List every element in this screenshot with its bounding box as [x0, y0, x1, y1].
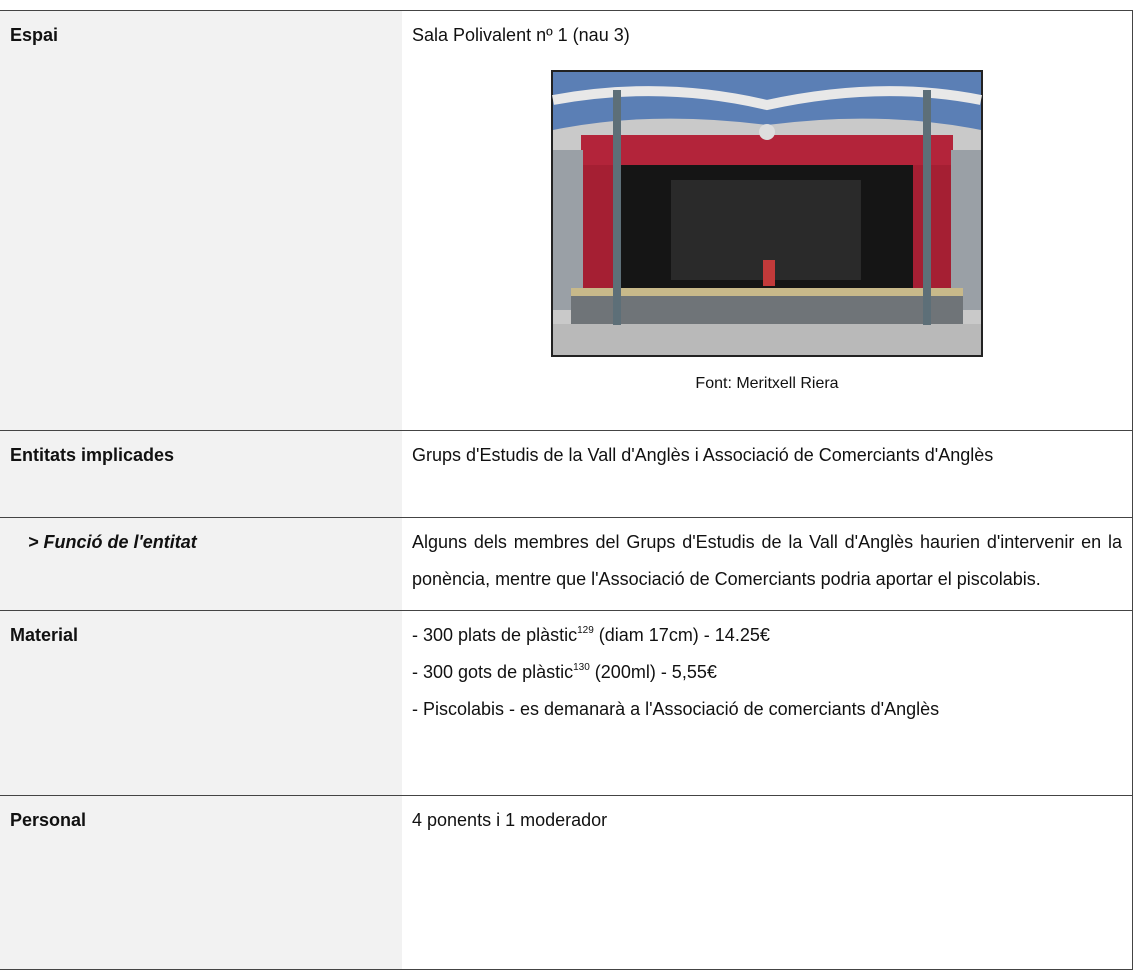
item-text: (200ml) - 5,55€	[589, 662, 717, 682]
row: Entitats implicades Grups d'Estudis de l…	[0, 430, 1133, 518]
photo-wrap	[412, 70, 1122, 357]
row-label: > Funció de l'entitat	[0, 517, 402, 611]
row-label: Material	[0, 610, 402, 796]
photo-caption: Font: Meritxell Riera	[695, 375, 839, 392]
item-text: - 300 plats de plàstic	[412, 625, 578, 645]
list-item: - 300 plats de plàstic129 (diam 17cm) - …	[412, 617, 1122, 654]
row-label: Entitats implicades	[0, 430, 402, 518]
info-table: Espai Sala Polivalent nº 1 (nau 3)	[0, 10, 1133, 970]
row-content: 4 ponents i 1 moderador	[402, 795, 1133, 970]
row-content: Alguns dels membres del Grups d'Estudis …	[402, 517, 1133, 611]
row-label: Espai	[0, 10, 402, 431]
row-content: Grups d'Estudis de la Vall d'Anglès i As…	[402, 430, 1133, 518]
footnote-ref: 130	[573, 662, 590, 673]
item-text: (diam 17cm) - 14.25€	[593, 625, 770, 645]
list-item: - Piscolabis - es demanarà a l'Associaci…	[412, 691, 1122, 728]
row-label: Personal	[0, 795, 402, 970]
row: > Funció de l'entitat Alguns dels membre…	[0, 517, 1133, 611]
row: Material - 300 plats de plàstic129 (diam…	[0, 610, 1133, 796]
cell-text: Sala Polivalent nº 1 (nau 3)	[412, 25, 630, 45]
row: Espai Sala Polivalent nº 1 (nau 3)	[0, 10, 1133, 431]
row-content: Sala Polivalent nº 1 (nau 3)	[402, 10, 1133, 431]
item-text: - 300 gots de plàstic	[412, 662, 574, 682]
row-content: - 300 plats de plàstic129 (diam 17cm) - …	[402, 610, 1133, 796]
list-item: - 300 gots de plàstic130 (200ml) - 5,55€	[412, 654, 1122, 691]
footnote-ref: 129	[577, 625, 594, 636]
item-text: - Piscolabis - es demanarà a l'Associaci…	[412, 699, 940, 719]
row: Personal 4 ponents i 1 moderador	[0, 795, 1133, 970]
photo	[551, 70, 983, 357]
